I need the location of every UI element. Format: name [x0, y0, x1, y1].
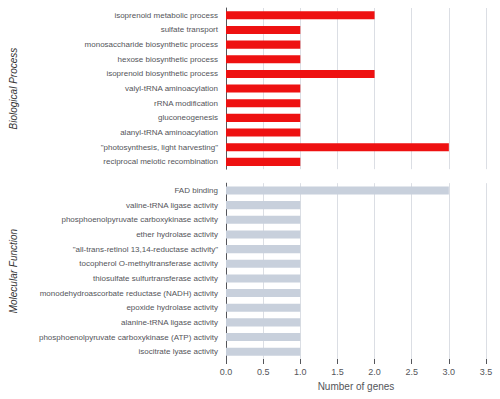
- svg-text:"all-trans-retinol 13,14-reduc: "all-trans-retinol 13,14-reductase activ…: [73, 245, 218, 254]
- svg-text:ether hydrolase activity: ether hydrolase activity: [136, 230, 218, 239]
- svg-text:isoprenoid metabolic process: isoprenoid metabolic process: [114, 11, 218, 20]
- svg-text:tocopherol O-methyltransferase: tocopherol O-methyltransferase activity: [79, 259, 218, 268]
- svg-text:gluconeogenesis: gluconeogenesis: [158, 113, 218, 122]
- svg-text:valine-tRNA ligase activity: valine-tRNA ligase activity: [126, 201, 218, 210]
- svg-text:isoprenoid biosynthetic proces: isoprenoid biosynthetic process: [106, 69, 218, 78]
- svg-text:0.5: 0.5: [257, 367, 270, 377]
- svg-text:sulfate transport: sulfate transport: [161, 25, 219, 34]
- svg-text:3.0: 3.0: [443, 367, 456, 377]
- svg-text:Molecular Function: Molecular Function: [8, 228, 19, 313]
- svg-text:phosphoenolpyruvate carboxykin: phosphoenolpyruvate carboxykinase (ATP) …: [39, 333, 218, 342]
- svg-text:thiosulfate sulfurtransferase: thiosulfate sulfurtransferase activity: [93, 274, 218, 283]
- svg-text:monosaccharide biosynthetic pr: monosaccharide biosynthetic process: [85, 40, 218, 49]
- svg-text:alanyl-tRNA aminoacylation: alanyl-tRNA aminoacylation: [120, 128, 218, 137]
- svg-text:Number of genes: Number of genes: [318, 381, 395, 392]
- svg-text:hexose biosynthetic process: hexose biosynthetic process: [118, 55, 219, 64]
- svg-text:FAD binding: FAD binding: [174, 186, 218, 195]
- svg-text:2.5: 2.5: [405, 367, 418, 377]
- svg-text:epoxide hydrolase activity: epoxide hydrolase activity: [126, 303, 218, 312]
- svg-text:reciprocal meiotic recombinati: reciprocal meiotic recombination: [103, 157, 218, 166]
- svg-text:3.5: 3.5: [480, 367, 493, 377]
- svg-text:0.0: 0.0: [220, 367, 233, 377]
- svg-text:alanine-tRNA ligase activity: alanine-tRNA ligase activity: [121, 318, 218, 327]
- svg-text:phosphoenolpyruvate carboxykin: phosphoenolpyruvate carboxykinase activi…: [61, 215, 218, 224]
- svg-text:valyl-tRNA aminoacylation: valyl-tRNA aminoacylation: [125, 84, 218, 93]
- svg-text:Biological Process: Biological Process: [8, 48, 19, 130]
- svg-text:isocitrate lyase activity: isocitrate lyase activity: [138, 347, 218, 356]
- svg-text:1.0: 1.0: [294, 367, 307, 377]
- svg-text:rRNA modification: rRNA modification: [154, 99, 218, 108]
- svg-text:1.5: 1.5: [331, 367, 344, 377]
- svg-text:2.0: 2.0: [368, 367, 381, 377]
- svg-text:"photosynthesis, light harvest: "photosynthesis, light harvesting": [101, 143, 218, 152]
- svg-text:monodehydroascorbate reductase: monodehydroascorbate reductase (NADH) ac…: [40, 289, 218, 298]
